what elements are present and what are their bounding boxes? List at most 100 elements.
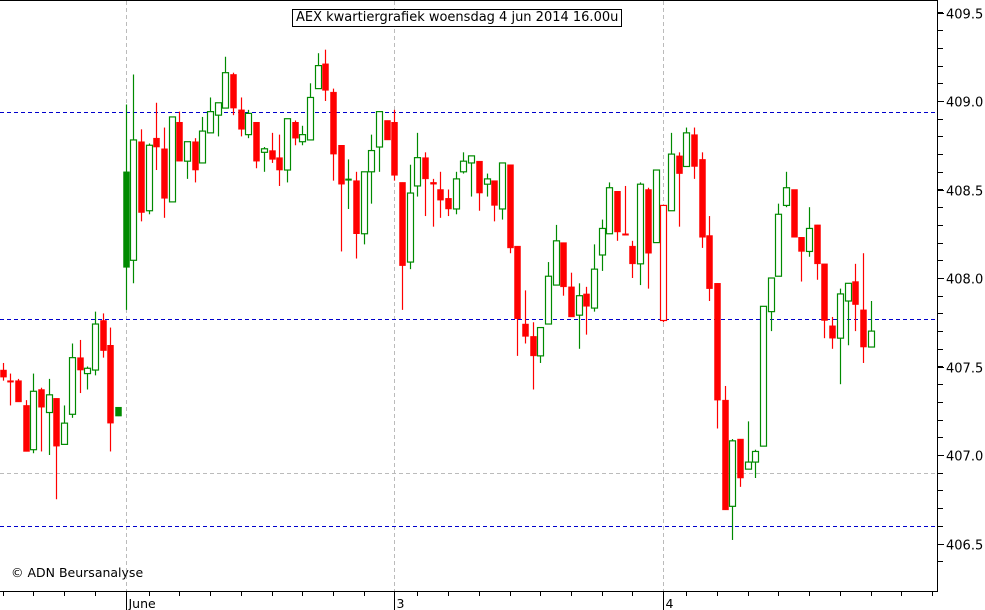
candle: [751, 449, 760, 479]
candle: [367, 134, 376, 204]
candle-body: [659, 204, 668, 322]
candle: [192, 138, 199, 183]
candle: [176, 111, 183, 162]
candle: [430, 178, 437, 227]
candle: [338, 145, 345, 252]
candle-body: [491, 180, 498, 206]
candle-body: [60, 422, 69, 445]
candle-body: [38, 389, 45, 408]
candle: [306, 83, 315, 141]
candle: [53, 398, 60, 500]
candle: [391, 109, 398, 181]
candle: [77, 339, 84, 394]
candle: [23, 400, 30, 452]
candle: [836, 288, 845, 385]
candle-body: [292, 121, 299, 139]
candle-body: [583, 293, 590, 307]
candle-body: [253, 121, 260, 162]
candle-body: [767, 277, 776, 313]
candle-body: [805, 227, 814, 253]
candle: [706, 216, 713, 302]
candle: [782, 171, 791, 208]
candle: [667, 132, 676, 212]
candle: [29, 373, 38, 454]
candle: [805, 207, 814, 257]
candle-body: [514, 245, 521, 319]
candle: [737, 438, 744, 487]
candle-body: [798, 237, 805, 252]
candle: [498, 162, 507, 220]
candle: [530, 322, 537, 390]
candle-body: [322, 63, 329, 91]
candle-body: [107, 345, 114, 424]
candle: [829, 316, 836, 349]
candle: [283, 118, 292, 183]
candle: [544, 262, 553, 325]
candle-body: [791, 189, 798, 238]
candle-body: [652, 169, 661, 244]
candle: [253, 121, 260, 169]
candle-body: [829, 325, 836, 339]
candle-body: [238, 109, 245, 130]
candle-body: [221, 72, 230, 109]
candle-body: [437, 189, 444, 201]
candle-body: [367, 149, 376, 173]
candle-body: [29, 390, 38, 451]
candle-body: [430, 182, 437, 185]
candle-body: [814, 224, 821, 265]
candle-body: [230, 74, 237, 109]
candle-body: [722, 399, 729, 511]
candle: [652, 169, 661, 244]
candle-body: [115, 406, 122, 417]
y-tick-label: 408.5: [946, 185, 983, 200]
candle-body: [667, 153, 676, 212]
candle: [206, 97, 215, 134]
candle-body: [836, 293, 845, 339]
candle: [676, 152, 683, 227]
candle-body: [338, 145, 345, 185]
candle: [0, 362, 7, 381]
candle-body: [206, 111, 215, 134]
candle: [330, 88, 337, 181]
candle: [260, 147, 269, 172]
candle: [507, 164, 514, 254]
candle-body: [306, 96, 315, 141]
candle: [452, 171, 461, 215]
candle-body: [759, 305, 768, 447]
candle: [645, 187, 652, 289]
candle-body: [391, 121, 398, 176]
candle: [345, 159, 352, 209]
candle-body: [691, 134, 698, 167]
candle-body: [598, 227, 607, 256]
candle-body: [91, 323, 100, 371]
candle-body: [192, 141, 199, 171]
candle-body: [507, 164, 514, 249]
candle-body: [269, 150, 276, 160]
candle-body: [445, 198, 452, 210]
candle: [744, 421, 753, 470]
candle: [483, 173, 492, 197]
candle: [728, 439, 737, 540]
candle: [413, 132, 422, 197]
candle-body: [68, 357, 77, 415]
candle: [659, 204, 668, 323]
candle-body: [138, 141, 145, 213]
candle-body: [176, 121, 183, 162]
candle: [269, 132, 276, 163]
candle: [860, 253, 867, 363]
candle: [123, 104, 130, 310]
x-day-label: June: [128, 596, 157, 610]
candle-body: [706, 235, 713, 289]
candle-body: [283, 118, 292, 171]
candle: [590, 244, 599, 312]
candle: [682, 127, 691, 168]
candle: [514, 245, 521, 356]
candle: [459, 152, 468, 174]
candle-body: [782, 187, 791, 207]
candle-body: [867, 330, 876, 348]
candle-body: [399, 182, 406, 266]
candle: [575, 283, 584, 349]
candle: [536, 326, 545, 363]
candle: [821, 263, 828, 339]
